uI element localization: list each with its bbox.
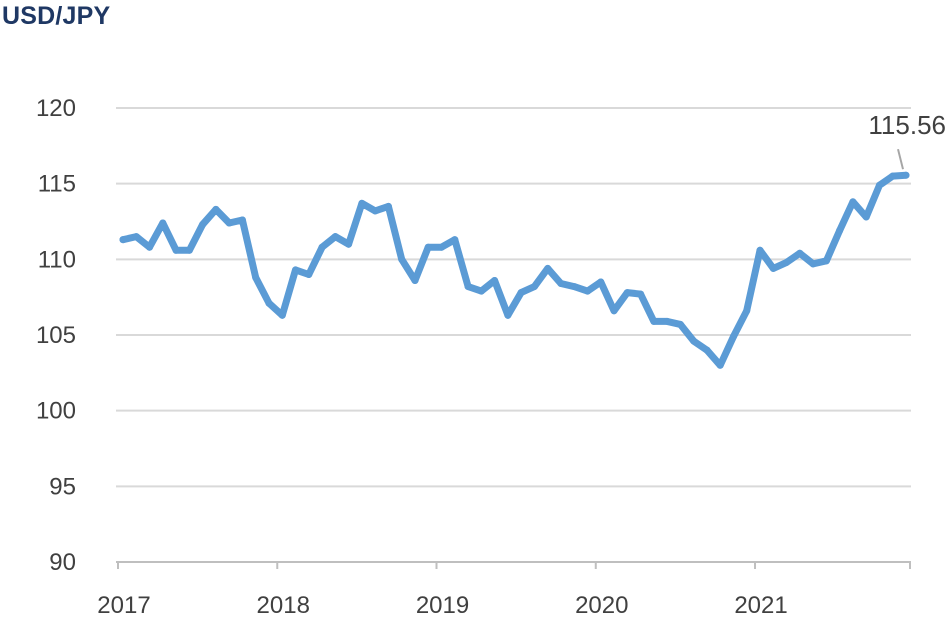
data-point bbox=[398, 255, 406, 263]
data-point bbox=[862, 213, 870, 221]
data-point bbox=[783, 258, 791, 266]
y-tick-label: 100 bbox=[36, 398, 76, 425]
y-tick-labels: 90 95 100 105 110 115 120 bbox=[36, 95, 76, 576]
data-point bbox=[756, 246, 764, 254]
data-point bbox=[544, 264, 552, 272]
x-axis bbox=[116, 561, 911, 569]
data-point bbox=[159, 219, 167, 227]
annotation-group: 115.56 bbox=[868, 110, 946, 170]
data-point bbox=[238, 216, 246, 224]
y-tick-label: 120 bbox=[36, 95, 76, 122]
chart-title: USD/JPY bbox=[2, 2, 111, 30]
data-point bbox=[796, 249, 804, 257]
y-tick-label: 105 bbox=[36, 322, 76, 349]
data-point bbox=[252, 273, 260, 281]
x-tick-label: 2019 bbox=[416, 592, 469, 619]
data-point bbox=[464, 283, 472, 291]
series-group bbox=[119, 171, 910, 369]
x-tick-label: 2018 bbox=[257, 592, 310, 619]
data-point bbox=[610, 307, 618, 315]
series-line bbox=[119, 171, 910, 369]
y-tick-label: 115 bbox=[38, 171, 76, 198]
data-point bbox=[438, 243, 446, 251]
data-point bbox=[889, 172, 897, 180]
data-point bbox=[822, 257, 830, 265]
y-tick-label: 90 bbox=[49, 549, 76, 576]
annotation-leader-line bbox=[897, 148, 904, 170]
data-point bbox=[345, 240, 353, 248]
data-point bbox=[597, 278, 605, 286]
data-point bbox=[119, 236, 127, 244]
data-point bbox=[809, 260, 817, 268]
data-point bbox=[225, 219, 233, 227]
data-point bbox=[185, 246, 193, 254]
data-point bbox=[623, 289, 631, 297]
data-point bbox=[530, 283, 538, 291]
data-point bbox=[676, 320, 684, 328]
x-tick-labels: 2017 2018 2019 2020 2021 bbox=[97, 592, 787, 619]
data-point bbox=[557, 280, 565, 288]
data-point bbox=[517, 289, 525, 297]
data-point bbox=[265, 299, 273, 307]
data-point bbox=[690, 337, 698, 345]
last-value-annotation: 115.56 bbox=[868, 110, 946, 140]
data-point bbox=[331, 233, 339, 241]
data-point bbox=[491, 277, 499, 285]
data-point bbox=[504, 311, 512, 319]
data-point bbox=[278, 311, 286, 319]
data-point bbox=[305, 270, 313, 278]
data-point bbox=[769, 264, 777, 272]
data-point bbox=[836, 227, 844, 235]
data-point bbox=[358, 199, 366, 207]
data-point bbox=[743, 307, 751, 315]
data-point bbox=[451, 236, 459, 244]
data-point bbox=[318, 243, 326, 251]
data-point bbox=[663, 317, 671, 325]
data-point bbox=[849, 198, 857, 206]
gridlines bbox=[116, 107, 911, 488]
data-point bbox=[411, 277, 419, 285]
data-point bbox=[637, 290, 645, 298]
data-point bbox=[371, 207, 379, 215]
data-point bbox=[424, 243, 432, 251]
data-point bbox=[146, 243, 154, 251]
data-point bbox=[477, 287, 485, 295]
data-point bbox=[212, 205, 220, 213]
data-point bbox=[199, 221, 207, 229]
data-point bbox=[650, 317, 658, 325]
data-point bbox=[570, 283, 578, 291]
data-point bbox=[902, 171, 910, 179]
data-point bbox=[292, 266, 300, 274]
data-point bbox=[172, 246, 180, 254]
data-point bbox=[384, 202, 392, 210]
data-point bbox=[729, 333, 737, 341]
y-tick-label: 95 bbox=[49, 473, 76, 500]
y-tick-label: 110 bbox=[38, 246, 76, 273]
data-point bbox=[703, 346, 711, 354]
x-tick-label: 2021 bbox=[734, 592, 787, 619]
data-point bbox=[875, 181, 883, 189]
x-tick-label: 2017 bbox=[97, 592, 150, 619]
data-point bbox=[716, 361, 724, 369]
data-point bbox=[583, 287, 591, 295]
x-tick-label: 2020 bbox=[575, 592, 628, 619]
data-point bbox=[132, 233, 140, 241]
